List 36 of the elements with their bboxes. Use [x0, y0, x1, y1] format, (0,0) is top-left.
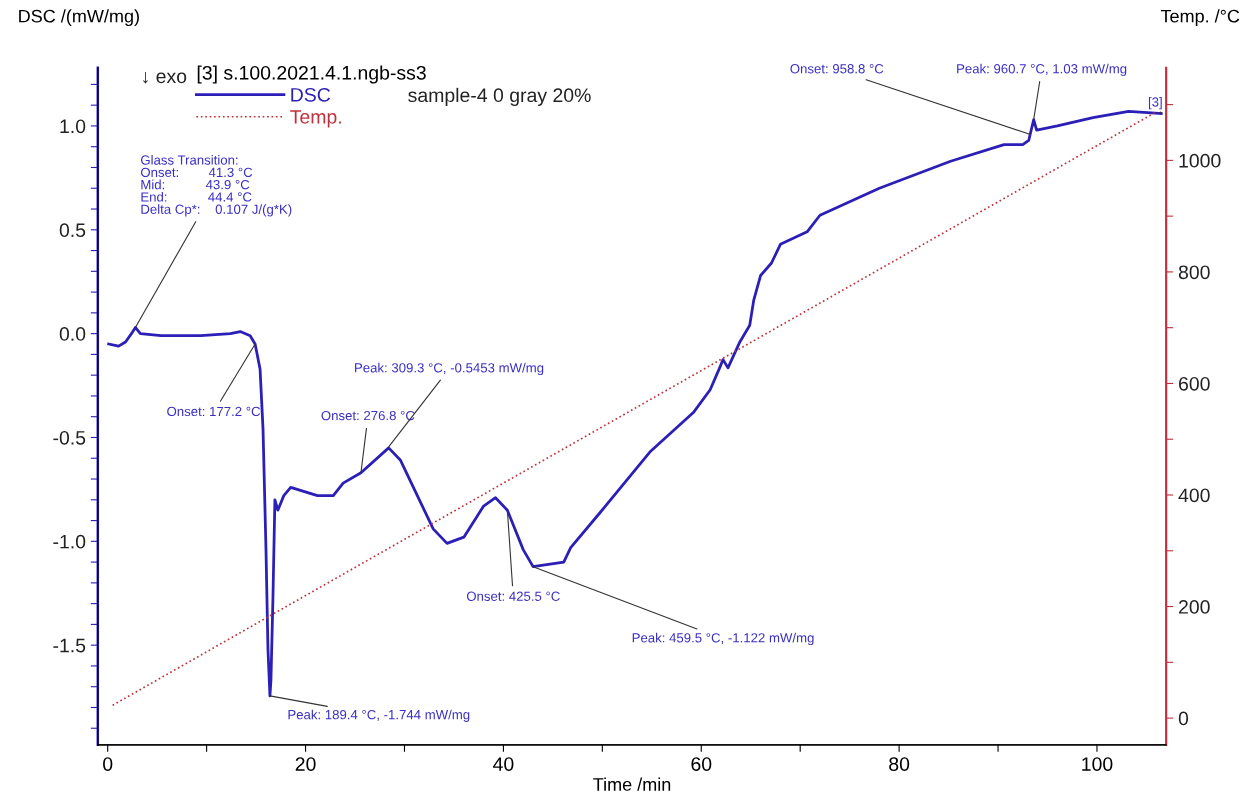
annotation: ↓ exo: [143, 72, 187, 84]
y-tick-label: 1.0: [60, 119, 86, 134]
y2-tick-label: 200: [1179, 600, 1210, 614]
x-tick-label: 0: [103, 757, 113, 771]
legend-title: [3] s.100.2021.4.1.ngb-ss3: [197, 65, 426, 84]
y2-axis-title: Temp. /°C: [1160, 9, 1240, 27]
y-tick-label: -1.0: [53, 534, 86, 549]
annotation: Peak: 459.5 °C, -1.122 mW/mg: [632, 632, 814, 646]
y2-tick-label: 400: [1178, 488, 1210, 503]
y2-tick-label: 1000: [1179, 153, 1221, 168]
y-tick-label: 0.5: [59, 223, 86, 238]
y-tick-label: -1.5: [53, 638, 86, 653]
annotation: Peak: 960.7 °C, 1.03 mW/mg: [957, 63, 1127, 77]
annotation: [3]: [1148, 96, 1162, 110]
annotation: Onset: 177.2 °C: [167, 406, 261, 417]
legend-label: DSC: [291, 87, 331, 102]
y-axis-title: DSC /(mW/mg): [19, 9, 139, 27]
y2-tick-label: 0: [1178, 711, 1189, 726]
annotation: Peak: 189.4 °C, -1.744 mW/mg: [288, 709, 470, 722]
annotation: Onset: 958.8 °C: [790, 64, 884, 74]
legend-label: Temp.: [290, 110, 341, 128]
x-axis-title: Time /min: [593, 777, 671, 791]
y-tick-label: -0.5: [53, 430, 86, 445]
x-tick-label: 20: [295, 757, 316, 771]
annotation: Glass Transition: Onset: 41.3 °C Mid: 43.9 °C End: 44.4 °C Delta Cp*: 0.107 J/(g*K): [140, 155, 292, 217]
annotation: Onset: 425.5 °C: [466, 591, 560, 601]
x-tick-label: 40: [493, 757, 514, 771]
x-tick-label: 80: [889, 757, 910, 771]
x-tick-label: 60: [691, 757, 712, 771]
y2-tick-label: 800: [1178, 265, 1210, 280]
annotation: Peak: 309.3 °C, -0.5453 mW/mg: [355, 362, 544, 376]
annotation: Onset: 276.8 °C: [321, 410, 415, 421]
x-tick-label: 100: [1082, 757, 1113, 771]
y-tick-label: 0.0: [59, 327, 86, 341]
annotation: sample-4 0 gray 20%: [408, 87, 591, 106]
y2-tick-label: 600: [1179, 376, 1210, 391]
